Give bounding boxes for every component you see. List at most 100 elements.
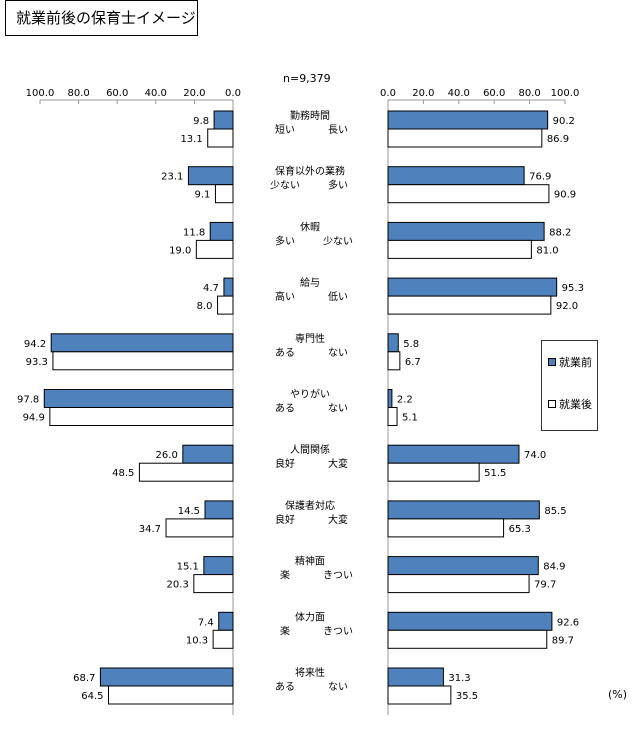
value-label: 90.2 [553, 116, 575, 127]
category-label: やりがい [290, 388, 330, 401]
bar-before-right [387, 389, 393, 408]
bar-after-right [387, 518, 505, 538]
value-label: 74.0 [524, 450, 546, 461]
value-label: 88.2 [549, 227, 571, 238]
right-pole-label: きつい [323, 570, 353, 582]
value-label: 23.1 [161, 172, 183, 183]
legend-label: 就業前 [559, 356, 592, 369]
left-tick-label: 20.0 [183, 88, 205, 99]
bar-after-left [52, 351, 234, 371]
bar-before-left [218, 611, 234, 631]
legend: 就業前 就業後 [541, 340, 598, 431]
value-label: 4.7 [203, 283, 219, 294]
bar-after-left [138, 462, 234, 482]
category-label: 休暇 [300, 221, 320, 233]
left-pole-label: 楽 [280, 624, 290, 637]
value-label: 51.5 [484, 468, 506, 479]
right-pole-label: ない [328, 347, 348, 359]
bar-before-right [387, 500, 540, 520]
value-label: 20.3 [167, 580, 189, 591]
bar-after-right [387, 629, 548, 649]
chart-title: 就業前後の保育士イメージ [5, 0, 198, 36]
bar-after-right [387, 462, 480, 482]
category-label: 人間関係 [290, 444, 330, 456]
legend-item-after: 就業後 [548, 396, 592, 412]
bar-after-left [212, 629, 234, 649]
value-label: 7.4 [198, 617, 214, 628]
category-label: 精神面 [295, 555, 325, 568]
value-label: 15.1 [177, 562, 199, 573]
right-pole-label: きつい [323, 625, 353, 637]
bar-before-left [99, 667, 234, 687]
right-tick-label: 20.0 [412, 88, 434, 99]
value-label: 48.5 [112, 468, 134, 479]
value-label: 19.0 [169, 245, 191, 256]
left-pole-label: 良好 [275, 513, 295, 526]
category-label: 給与 [300, 276, 320, 289]
right-tick-label: 80.0 [518, 88, 540, 99]
bar-after-left [108, 685, 234, 705]
value-label: 81.0 [536, 245, 558, 256]
value-label: 84.9 [543, 562, 565, 573]
bar-before-left [223, 277, 234, 297]
bar-after-left [195, 239, 234, 259]
bar-before-right [387, 333, 399, 353]
value-label: 65.3 [509, 524, 531, 535]
value-label: 9.1 [195, 190, 211, 201]
left-tick-label: 40.0 [145, 88, 167, 99]
bar-before-left [43, 389, 234, 408]
sample-size: n=9,379 [283, 72, 331, 85]
value-label: 13.1 [180, 134, 202, 145]
value-label: 5.1 [402, 413, 418, 424]
left-pole-label: 少ない [270, 180, 300, 192]
value-label: 34.7 [139, 524, 161, 535]
bar-before-right [387, 444, 520, 464]
left-tick-label: 60.0 [106, 88, 128, 99]
category-label: 将来性 [295, 666, 325, 679]
value-label: 9.8 [193, 116, 209, 127]
value-label: 92.6 [557, 617, 579, 628]
value-label: 2.2 [397, 395, 413, 406]
value-label: 6.7 [405, 357, 421, 368]
category-label: 保育以外の業務 [275, 165, 345, 178]
bar-before-right [387, 166, 525, 186]
right-pole-label: ない [328, 403, 348, 415]
left-pole-label: 楽 [280, 569, 290, 582]
right-tick-label: 60.0 [483, 88, 505, 99]
unit-label: (%) [608, 688, 628, 701]
category-label: 体力面 [295, 610, 325, 623]
bar-after-right [387, 685, 452, 705]
bar-before-right [387, 556, 539, 576]
bar-after-right [387, 239, 532, 259]
right-pole-label: 少ない [323, 235, 353, 247]
value-label: 26.0 [156, 450, 178, 461]
bar-after-left [165, 518, 234, 538]
bar-after-right [387, 351, 401, 371]
value-label: 10.3 [186, 635, 208, 646]
right-pole-label: ない [328, 681, 348, 693]
left-tick-label: 80.0 [67, 88, 89, 99]
value-label: 14.5 [178, 506, 200, 517]
value-label: 11.8 [183, 227, 205, 238]
bar-after-right [387, 574, 530, 594]
bar-after-left [49, 407, 234, 426]
bar-before-left [209, 221, 234, 241]
value-label: 95.3 [562, 283, 584, 294]
bar-after-right [387, 184, 550, 204]
bar-before-left [187, 166, 234, 186]
right-pole-label: 大変 [328, 457, 348, 470]
bar-before-left [203, 556, 234, 576]
value-label: 93.3 [26, 357, 48, 368]
right-tick-label: 0.0 [380, 88, 396, 99]
bar-after-left [217, 295, 234, 315]
value-label: 86.9 [547, 134, 569, 145]
legend-swatch-after [548, 400, 556, 408]
bar-before-left [204, 500, 234, 520]
right-tick-label: 40.0 [448, 88, 470, 99]
bar-before-right [387, 277, 558, 297]
value-label: 85.5 [544, 506, 566, 517]
bar-after-left [214, 184, 234, 204]
value-label: 8.0 [197, 301, 213, 312]
bar-after-right [387, 295, 552, 315]
